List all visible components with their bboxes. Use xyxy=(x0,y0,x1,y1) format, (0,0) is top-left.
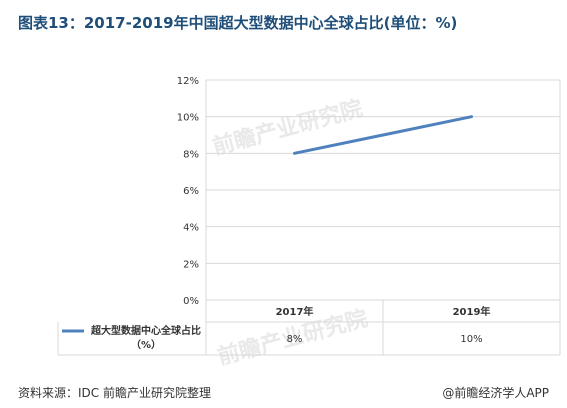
series-line xyxy=(293,115,473,155)
x-category-label: 2019年 xyxy=(453,305,491,318)
source-note: 资料来源：IDC 前瞻产业研究院整理 xyxy=(18,386,211,400)
x-category-label: 2017年 xyxy=(276,305,314,318)
y-tick-label: 2% xyxy=(183,259,199,270)
chart-title: 图表13：2017-2019年中国超大型数据中心全球占比(单位：%) xyxy=(18,14,458,32)
y-tick-label: 12% xyxy=(177,76,199,87)
data-table-value: 10% xyxy=(460,334,482,345)
y-tick-label: 10% xyxy=(177,113,199,124)
data-table-value: 8% xyxy=(287,334,303,345)
y-tick-label: 0% xyxy=(183,296,199,307)
legend-label: 超大型数据中心全球占比 xyxy=(90,324,201,337)
y-tick-label: 6% xyxy=(183,186,199,197)
y-tick-label: 4% xyxy=(183,223,199,234)
y-tick-label: 8% xyxy=(183,149,199,160)
legend-label-unit: （%） xyxy=(131,338,161,351)
brand-label: @前瞻经济学人APP xyxy=(442,386,549,400)
